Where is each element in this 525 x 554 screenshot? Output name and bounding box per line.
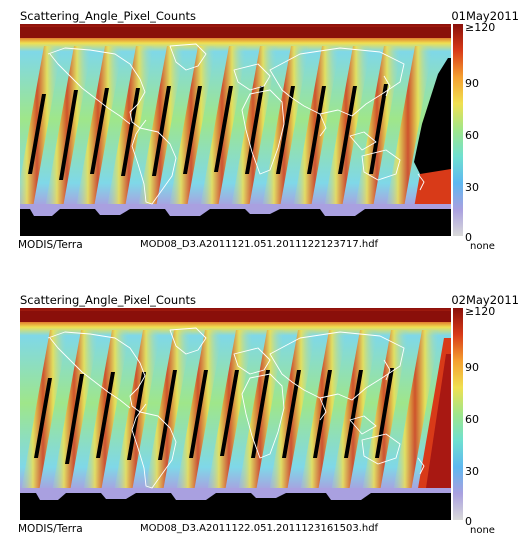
- colorbar-tick-label: 90: [465, 77, 479, 90]
- map-panel-day-1: Scattering_Angle_Pixel_Counts 01May2011: [0, 0, 525, 270]
- footer-note: none: [470, 241, 495, 252]
- panel-title: Scattering_Angle_Pixel_Counts: [20, 9, 196, 23]
- coastline: [47, 43, 425, 205]
- dateline-core: [426, 354, 451, 488]
- polar-band-north: [20, 27, 451, 38]
- south-no-data: [20, 493, 451, 520]
- colorbar-tick-label: 30: [465, 181, 479, 194]
- panel-title: Scattering_Angle_Pixel_Counts: [20, 293, 196, 307]
- polar-band-north: [20, 311, 451, 322]
- instrument-label: MODIS/Terra: [18, 523, 83, 535]
- panel-date: 01May2011: [451, 9, 519, 23]
- instrument-label: MODIS/Terra: [18, 239, 83, 251]
- south-transition-band: [20, 488, 451, 493]
- coastline: [47, 327, 425, 489]
- colorbar-tick-label: 60: [465, 413, 479, 426]
- filename-label: MOD08_D3.A2011121.051.2011122123717.hdf: [140, 239, 379, 250]
- colorbar-tick-label: 0: [465, 515, 472, 528]
- footer-note: none: [470, 525, 495, 536]
- south-transition-band: [20, 204, 451, 209]
- global-map: [20, 24, 451, 236]
- colorbar-tick-label: 30: [465, 465, 479, 478]
- south-data-patches: [36, 493, 371, 500]
- colorbar-tick-label: 0: [465, 231, 472, 244]
- map-panel-day-2: Scattering_Angle_Pixel_Counts 02May2011: [0, 284, 525, 554]
- south-data-patches: [30, 209, 365, 216]
- filename-label: MOD08_D3.A2011122.051.2011123161503.hdf: [140, 523, 379, 534]
- panel-date: 02May2011: [451, 293, 519, 307]
- colorbar: [453, 308, 463, 520]
- no-data-gaps: [28, 58, 451, 180]
- colorbar-tick-label: 60: [465, 129, 479, 142]
- colorbar-tick-label: ≥120: [465, 305, 496, 318]
- south-no-data: [20, 209, 451, 236]
- colorbar: [453, 24, 463, 236]
- global-map: [20, 308, 451, 520]
- colorbar-tick-label: ≥120: [465, 21, 496, 34]
- colorbar-tick-label: 90: [465, 361, 479, 374]
